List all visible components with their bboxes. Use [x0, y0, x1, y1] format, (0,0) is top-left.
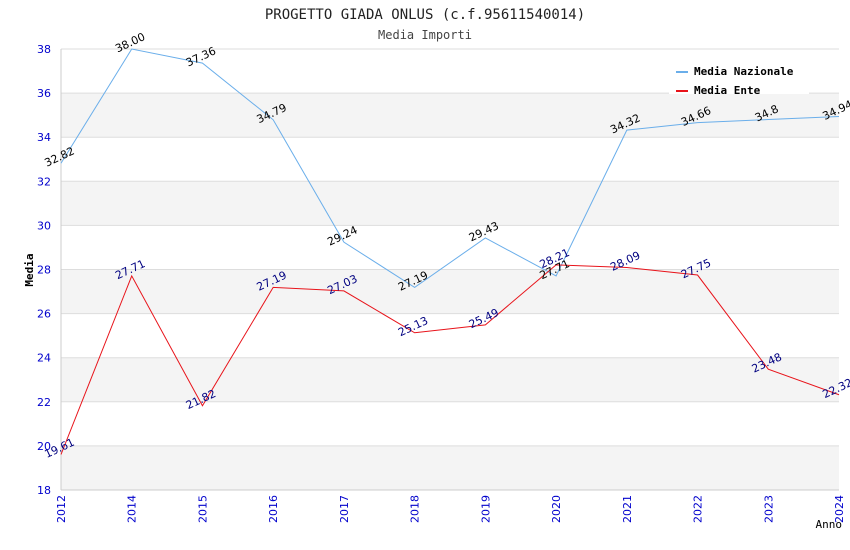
plot-bands — [61, 93, 839, 490]
y-tick-label: 30 — [37, 219, 51, 232]
x-tick-label: 2020 — [550, 495, 563, 523]
series-line-media-nazionale — [60, 48, 840, 288]
legend-box — [669, 60, 809, 94]
legend: Media Nazionale Media Ente — [669, 60, 809, 97]
plot-band — [61, 181, 839, 226]
y-tick-label: 34 — [37, 131, 51, 144]
y-tick-label: 36 — [37, 87, 51, 100]
y-axis-label: Media — [23, 253, 36, 286]
chart-subtitle: Media Importi — [378, 28, 472, 42]
y-tick-label: 18 — [37, 484, 51, 497]
x-tick-label: 2018 — [409, 495, 422, 523]
y-axis: 18 20 22 24 26 28 30 32 34 36 38 — [37, 43, 51, 497]
plot-band — [61, 357, 839, 402]
y-tick-label: 28 — [37, 264, 51, 277]
x-axis-label: Anno — [816, 518, 843, 531]
y-tick-label: 20 — [37, 440, 51, 453]
x-tick-label: 2024 — [833, 495, 846, 523]
x-tick-label: 2017 — [338, 495, 351, 523]
series-line-media-ente — [60, 264, 840, 455]
y-tick-label: 38 — [37, 43, 51, 56]
x-tick-label: 2012 — [55, 495, 68, 523]
y-tick-label: 26 — [37, 308, 51, 321]
chart-title: PROGETTO GIADA ONLUS (c.f.95611540014) — [265, 7, 585, 23]
x-tick-label: 2019 — [479, 495, 492, 523]
plot-band — [61, 93, 839, 138]
plot-band — [61, 445, 839, 490]
y-tick-label: 22 — [37, 396, 51, 409]
legend-label-media-nazionale: Media Nazionale — [694, 65, 794, 78]
grid-lines — [60, 48, 839, 491]
x-tick-label: 2023 — [762, 495, 775, 523]
x-tick-label: 2021 — [621, 495, 634, 523]
legend-label-media-ente: Media Ente — [694, 84, 761, 97]
x-tick-label: 2015 — [196, 495, 209, 523]
x-axis: 2012 2014 2015 2016 2017 2018 2019 2020 2021 2022… — [55, 495, 846, 523]
plot-band — [61, 269, 839, 314]
y-tick-label: 24 — [37, 352, 51, 365]
x-tick-label: 2016 — [267, 495, 280, 523]
x-tick-label: 2022 — [692, 495, 705, 523]
series-lines — [60, 48, 840, 455]
y-tick-label: 32 — [37, 175, 51, 188]
x-tick-label: 2014 — [126, 495, 139, 523]
